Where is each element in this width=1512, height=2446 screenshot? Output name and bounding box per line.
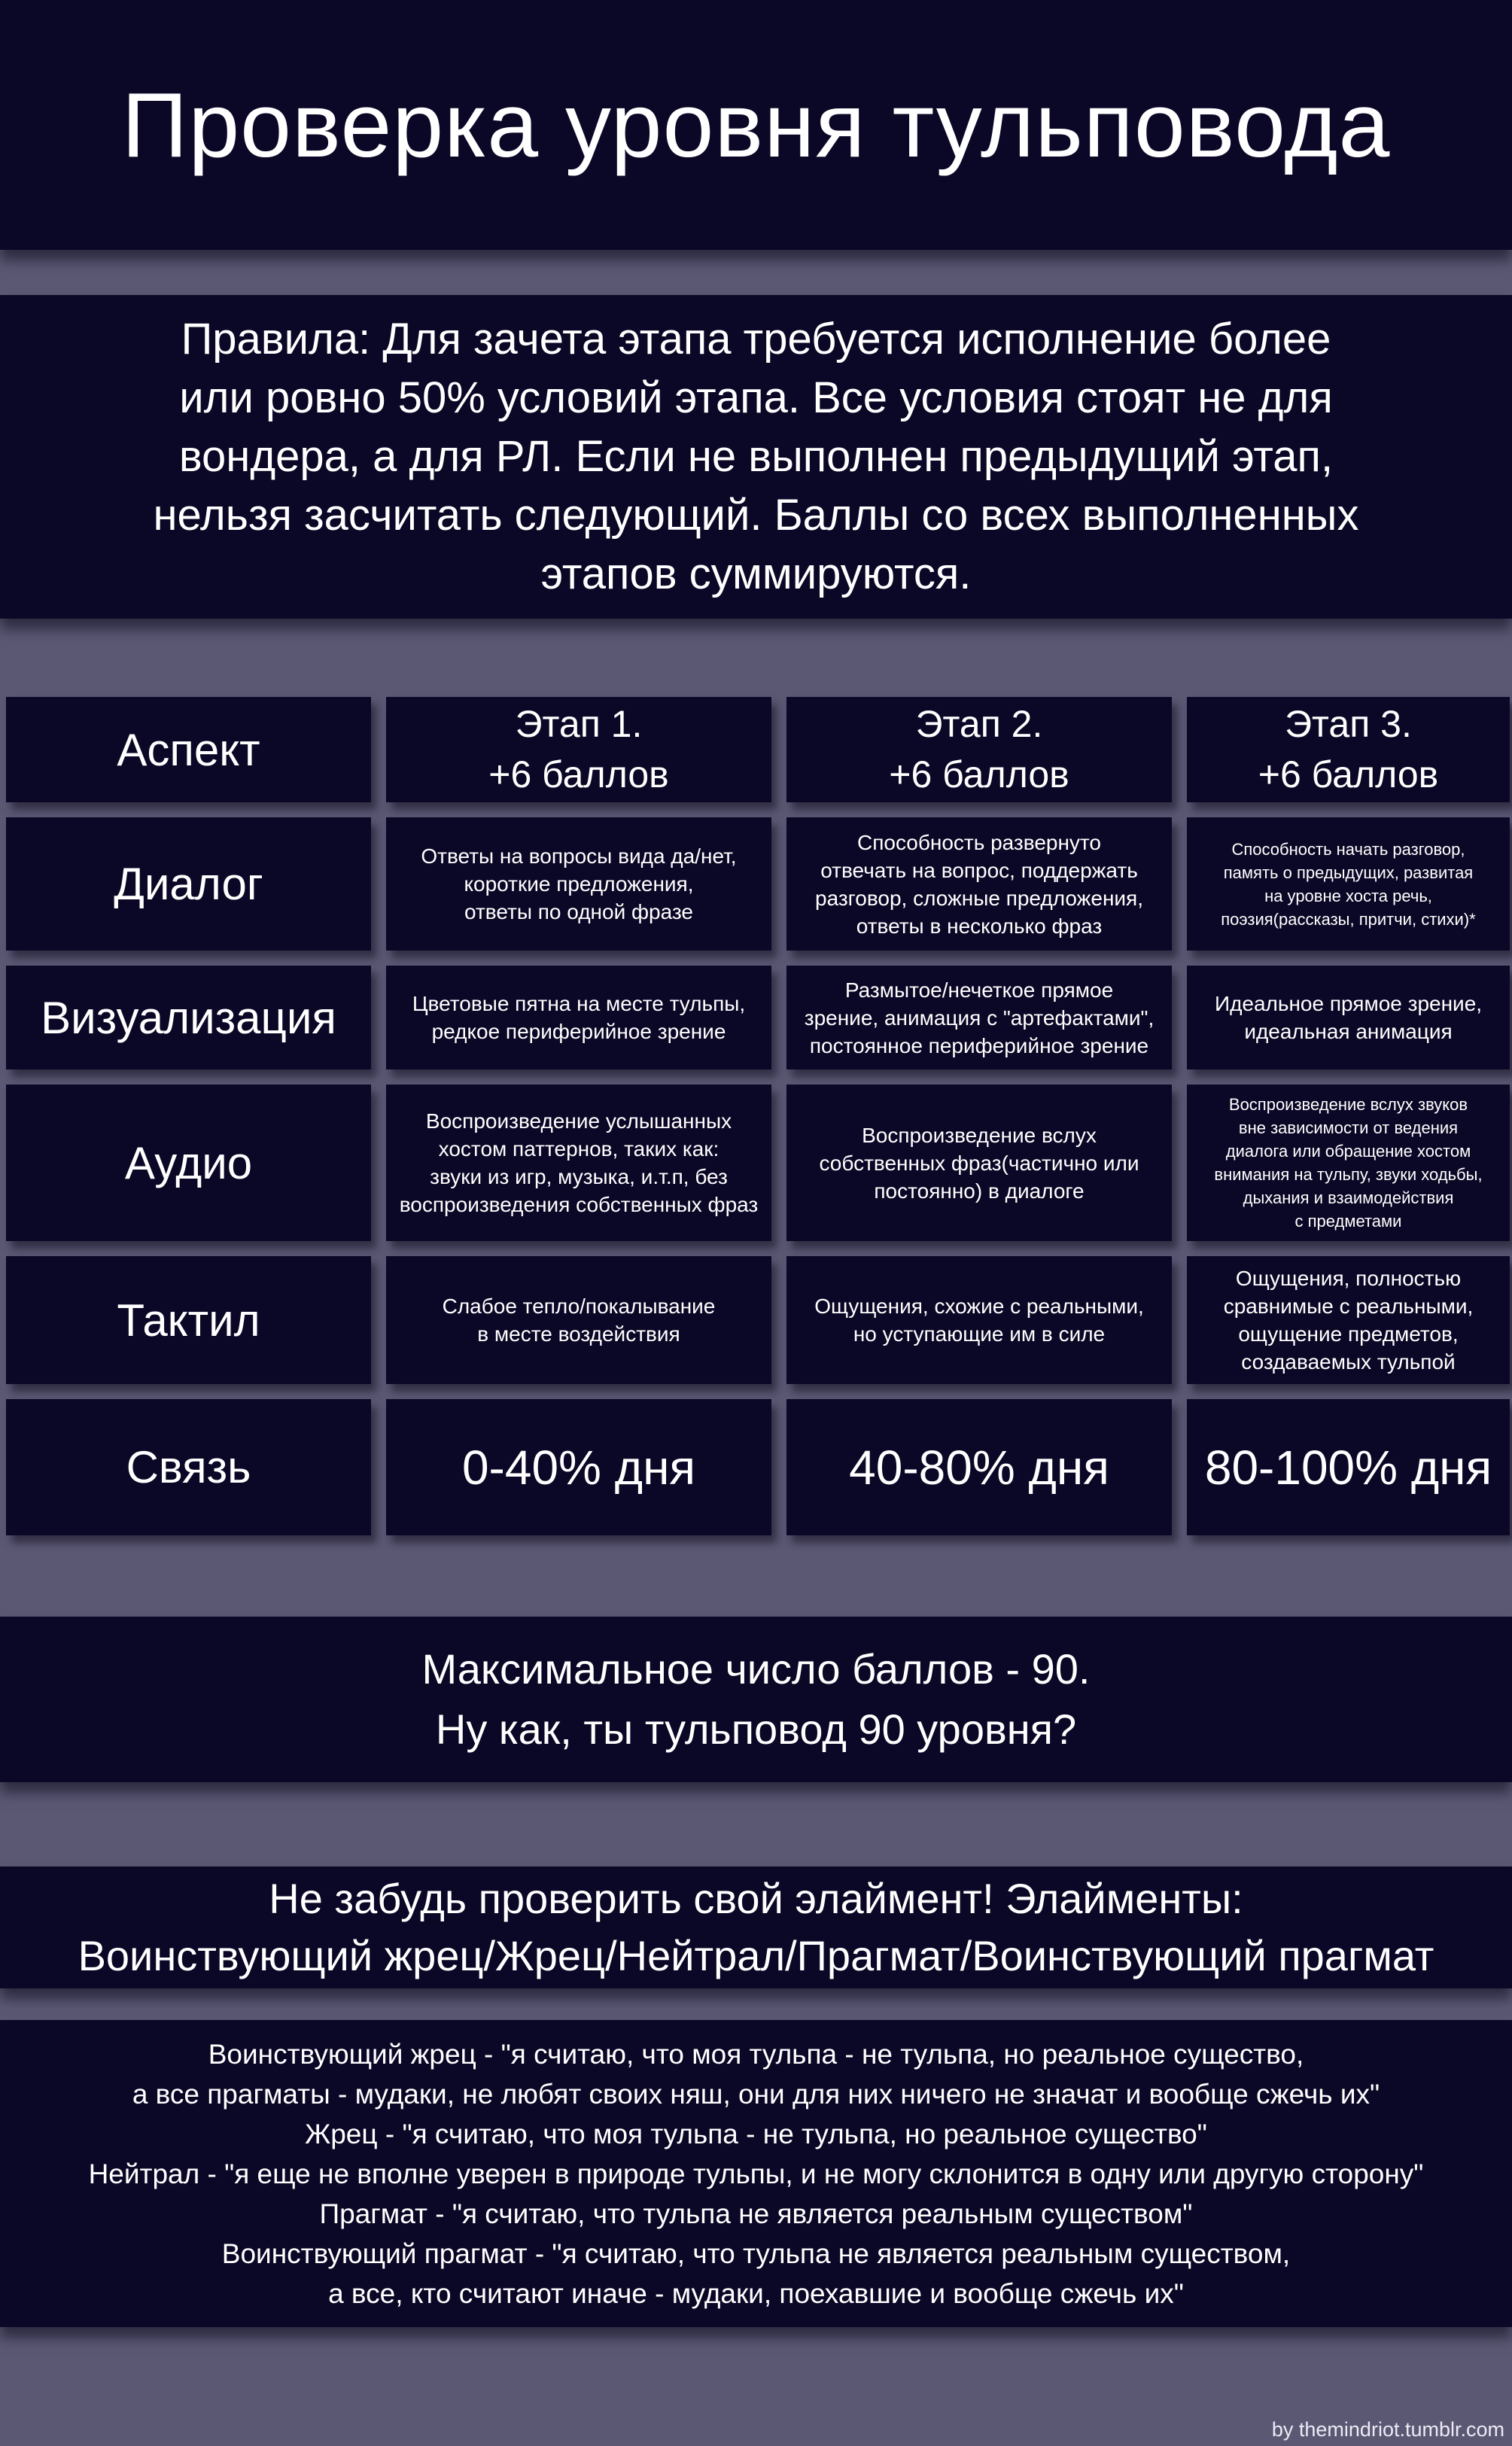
cell-dialog-stage2: Способность развернуто отвечать на вопро…: [786, 817, 1172, 951]
cell-connection-stage1: 0-40% дня: [386, 1399, 771, 1535]
title-panel: Проверка уровня тульповода: [0, 0, 1512, 250]
cell-connection-stage3: 80-100% дня: [1187, 1399, 1510, 1535]
cell-audio-stage3: Воспроизведение вслух звуков вне зависим…: [1187, 1085, 1510, 1241]
row-label-visualization: Визуализация: [6, 966, 371, 1069]
page-title: Проверка уровня тульповода: [121, 74, 1391, 176]
row-label-dialog: Диалог: [6, 817, 371, 951]
alignment-header-panel: Не забудь проверить свой элаймент! Элайм…: [0, 1866, 1512, 1988]
cell-visualization-stage1: Цветовые пятна на месте тульпы, редкое п…: [386, 966, 771, 1069]
rules-panel: Правила: Для зачета этапа требуется испо…: [0, 295, 1512, 619]
credit-text: by themindriot.tumblr.com: [1271, 2418, 1504, 2441]
cell-dialog-stage1: Ответы на вопросы вида да/нет, короткие …: [386, 817, 771, 951]
max-score-panel: Максимальное число баллов - 90. Ну как, …: [0, 1617, 1512, 1782]
stages-table: Аспект Этап 1. +6 баллов Этап 2. +6 балл…: [6, 697, 1510, 1535]
cell-audio-stage1: Воспроизведение услышанных хостом паттер…: [386, 1085, 771, 1241]
cell-visualization-stage3: Идеальное прямое зрение, идеальная анима…: [1187, 966, 1510, 1069]
stage-2-header: Этап 2. +6 баллов: [786, 697, 1172, 802]
cell-dialog-stage3: Способность начать разговор, память о пр…: [1187, 817, 1510, 951]
rules-text: Правила: Для зачета этапа требуется испо…: [153, 315, 1359, 598]
stage-1-header: Этап 1. +6 баллов: [386, 697, 771, 802]
cell-tactile-stage2: Ощущения, схожие с реальными, но уступаю…: [786, 1256, 1172, 1384]
cell-connection-stage2: 40-80% дня: [786, 1399, 1172, 1535]
stage-3-header: Этап 3. +6 баллов: [1187, 697, 1510, 802]
table-corner-aspect-label: Аспект: [6, 697, 371, 802]
cell-audio-stage2: Воспроизведение вслух собственных фраз(ч…: [786, 1085, 1172, 1241]
row-label-tactile: Тактил: [6, 1256, 371, 1384]
alignment-heading: Не забудь проверить свой элаймент! Элайм…: [78, 1875, 1434, 1979]
alignment-descriptions: Воинствующий жрец - "я считаю, что моя т…: [88, 2038, 1424, 2309]
row-label-connection: Связь: [6, 1399, 371, 1535]
alignment-descriptions-panel: Воинствующий жрец - "я считаю, что моя т…: [0, 2020, 1512, 2327]
max-score-text: Максимальное число баллов - 90. Ну как, …: [421, 1645, 1091, 1753]
row-label-audio: Аудио: [6, 1085, 371, 1241]
cell-tactile-stage3: Ощущения, полностью сравнимые с реальным…: [1187, 1256, 1510, 1384]
cell-tactile-stage1: Слабое тепло/покалывание в месте воздейс…: [386, 1256, 771, 1384]
cell-visualization-stage2: Размытое/нечеткое прямое зрение, анимаци…: [786, 966, 1172, 1069]
